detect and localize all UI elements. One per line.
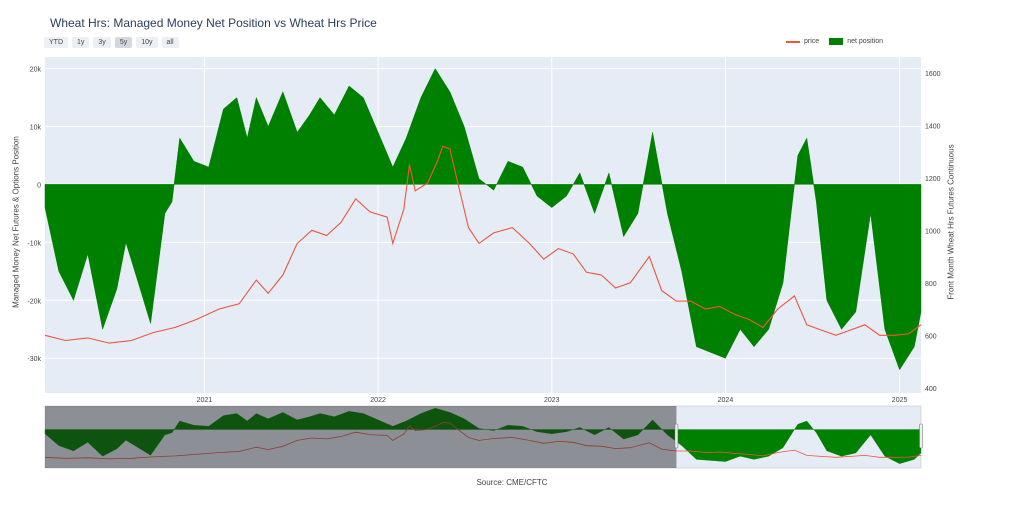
navigator-handle-left[interactable] xyxy=(674,423,679,449)
y-left-tick-label: -10k xyxy=(27,240,41,247)
legend-label-price: price xyxy=(804,38,820,45)
source-note: Source: CME/CFTC xyxy=(476,478,548,487)
range-button-1y[interactable]: 1y xyxy=(72,37,90,48)
y-left-tick-label: 20k xyxy=(30,67,42,74)
y-right-tick-label: 1200 xyxy=(925,176,941,183)
range-button-5y[interactable]: 5y xyxy=(114,37,133,48)
x-tick-label: 2021 xyxy=(197,397,213,404)
range-button-all[interactable]: all xyxy=(161,37,179,48)
legend-swatch-net-position xyxy=(829,38,844,45)
navigator-price-line xyxy=(44,422,922,460)
navigator-net-position-area xyxy=(44,407,922,464)
x-tick-label: 2023 xyxy=(544,397,560,404)
y-left-tick-label: -30k xyxy=(27,356,41,363)
range-button-ytd[interactable]: YTD xyxy=(44,37,68,48)
y-right-tick-label: 600 xyxy=(925,333,937,340)
y-left-tick-label: 10k xyxy=(30,125,42,132)
y-left-tick-label: 0 xyxy=(37,182,41,189)
y-right-tick-label: 800 xyxy=(925,281,937,288)
y-right-tick-label: 1000 xyxy=(925,228,941,235)
legend-item-price[interactable]: price xyxy=(786,38,819,45)
legend: price net position xyxy=(786,38,883,45)
range-selector: YTD 1y 3y 5y 10y all xyxy=(44,37,179,48)
navigator-mask-left xyxy=(45,406,677,468)
chart-title: Wheat Hrs: Managed Money Net Position vs… xyxy=(50,16,377,30)
x-tick-label: 2025 xyxy=(892,397,908,404)
range-button-3y[interactable]: 3y xyxy=(93,37,111,48)
legend-label-net-position: net position xyxy=(847,38,883,45)
range-button-10y[interactable]: 10y xyxy=(136,37,158,48)
x-tick-label: 2022 xyxy=(370,397,386,404)
y-left-tick-label: -20k xyxy=(27,298,41,305)
y-right-tick-label: 1600 xyxy=(925,71,941,78)
net-position-area[interactable] xyxy=(44,68,922,371)
y-right-tick-label: 400 xyxy=(925,386,937,393)
legend-swatch-price xyxy=(786,40,800,43)
x-tick-label: 2024 xyxy=(718,397,734,404)
navigator-handle-right[interactable] xyxy=(919,423,923,449)
price-line[interactable] xyxy=(44,145,922,344)
y-right-tick-label: 1400 xyxy=(925,123,941,130)
legend-item-net-position[interactable]: net position xyxy=(829,38,883,45)
